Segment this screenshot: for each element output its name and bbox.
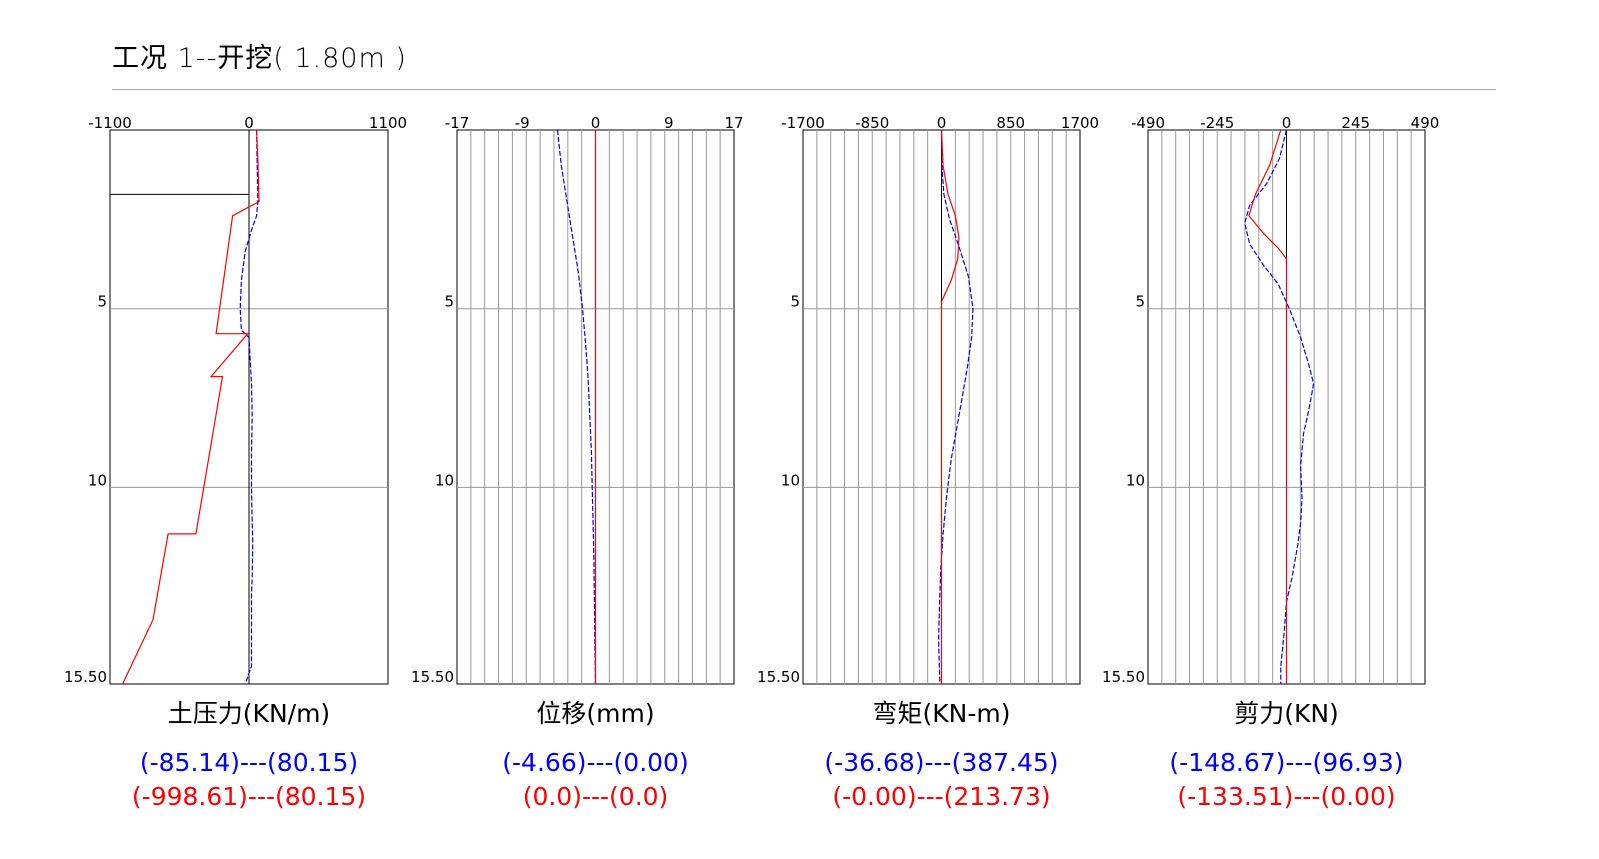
y-tick-label: 5: [444, 293, 454, 311]
range-red-label: (-0.00)---(213.73): [832, 782, 1050, 811]
chart-panel-4: [1147, 129, 1426, 685]
range-blue-label: (-85.14)---(80.15): [140, 748, 358, 777]
x-tick-label: 1100: [369, 114, 407, 132]
range-blue-label: (-36.68)---(387.45): [824, 748, 1058, 777]
x-tick-label: -1700: [781, 114, 825, 132]
series-red-line: [940, 129, 960, 684]
x-tick-label: -9: [515, 114, 530, 132]
y-tick-label: 5: [97, 293, 107, 311]
x-tick-label: 17: [724, 114, 743, 132]
range-red-label: (-998.61)---(80.15): [132, 782, 366, 811]
x-tick-label: -17: [445, 114, 470, 132]
range-blue-label: (-4.66)---(0.00): [502, 748, 688, 777]
x-tick-label: 0: [591, 114, 601, 132]
y-tick-label: 10: [88, 471, 107, 489]
y-tick-label: 10: [1126, 471, 1145, 489]
y-tick-label: 15.50: [1102, 668, 1145, 686]
x-tick-label: -245: [1200, 114, 1234, 132]
x-tick-label: -1100: [88, 114, 132, 132]
range-red-label: (-133.51)---(0.00): [1177, 782, 1395, 811]
x-tick-label: -490: [1131, 114, 1165, 132]
chart-title: 剪力(KN): [1234, 699, 1339, 728]
chart-panel-3: [802, 129, 1081, 685]
series-red-line: [1248, 129, 1288, 684]
x-tick-label: 9: [664, 114, 674, 132]
series-blue-line: [556, 129, 597, 685]
page-title: 工况 1--开挖( 1.80m ): [112, 43, 407, 74]
x-tick-label: 245: [1341, 114, 1370, 132]
title-divider: [112, 89, 1496, 90]
x-tick-label: 0: [1282, 114, 1292, 132]
y-tick-label: 10: [435, 471, 454, 489]
y-tick-label: 5: [1135, 293, 1145, 311]
range-red-label: (0.0)---(0.0): [523, 782, 669, 811]
series-blue-line: [1244, 129, 1315, 684]
series-blue-line: [937, 129, 974, 685]
x-tick-label: 1700: [1061, 114, 1099, 132]
range-blue-label: (-148.67)---(96.93): [1169, 748, 1403, 777]
chart-title: 弯矩(KN-m): [873, 699, 1011, 728]
x-tick-label: 0: [244, 114, 254, 132]
x-tick-label: 0: [937, 114, 947, 132]
x-tick-label: 490: [1411, 114, 1440, 132]
y-tick-label: 15.50: [411, 668, 454, 686]
x-tick-label: 850: [996, 114, 1025, 132]
y-tick-label: 5: [790, 293, 800, 311]
chart-title: 土压力(KN/m): [168, 699, 330, 728]
x-tick-label: -850: [855, 114, 889, 132]
chart-panel-1: [109, 129, 389, 685]
y-tick-label: 15.50: [757, 668, 800, 686]
y-tick-label: 10: [781, 471, 800, 489]
y-tick-label: 15.50: [64, 668, 107, 686]
chart-panel-2: [456, 129, 735, 685]
series-blue-line: [239, 129, 259, 685]
chart-title: 位移(mm): [536, 699, 654, 728]
series-red-line: [122, 129, 260, 685]
